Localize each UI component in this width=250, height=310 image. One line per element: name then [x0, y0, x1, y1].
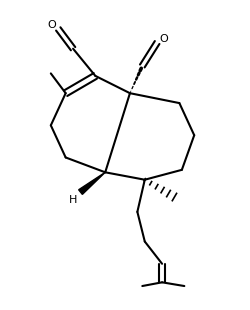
Text: O: O [48, 20, 56, 30]
Text: O: O [159, 34, 168, 44]
Polygon shape [79, 172, 105, 194]
Text: H: H [69, 194, 77, 205]
